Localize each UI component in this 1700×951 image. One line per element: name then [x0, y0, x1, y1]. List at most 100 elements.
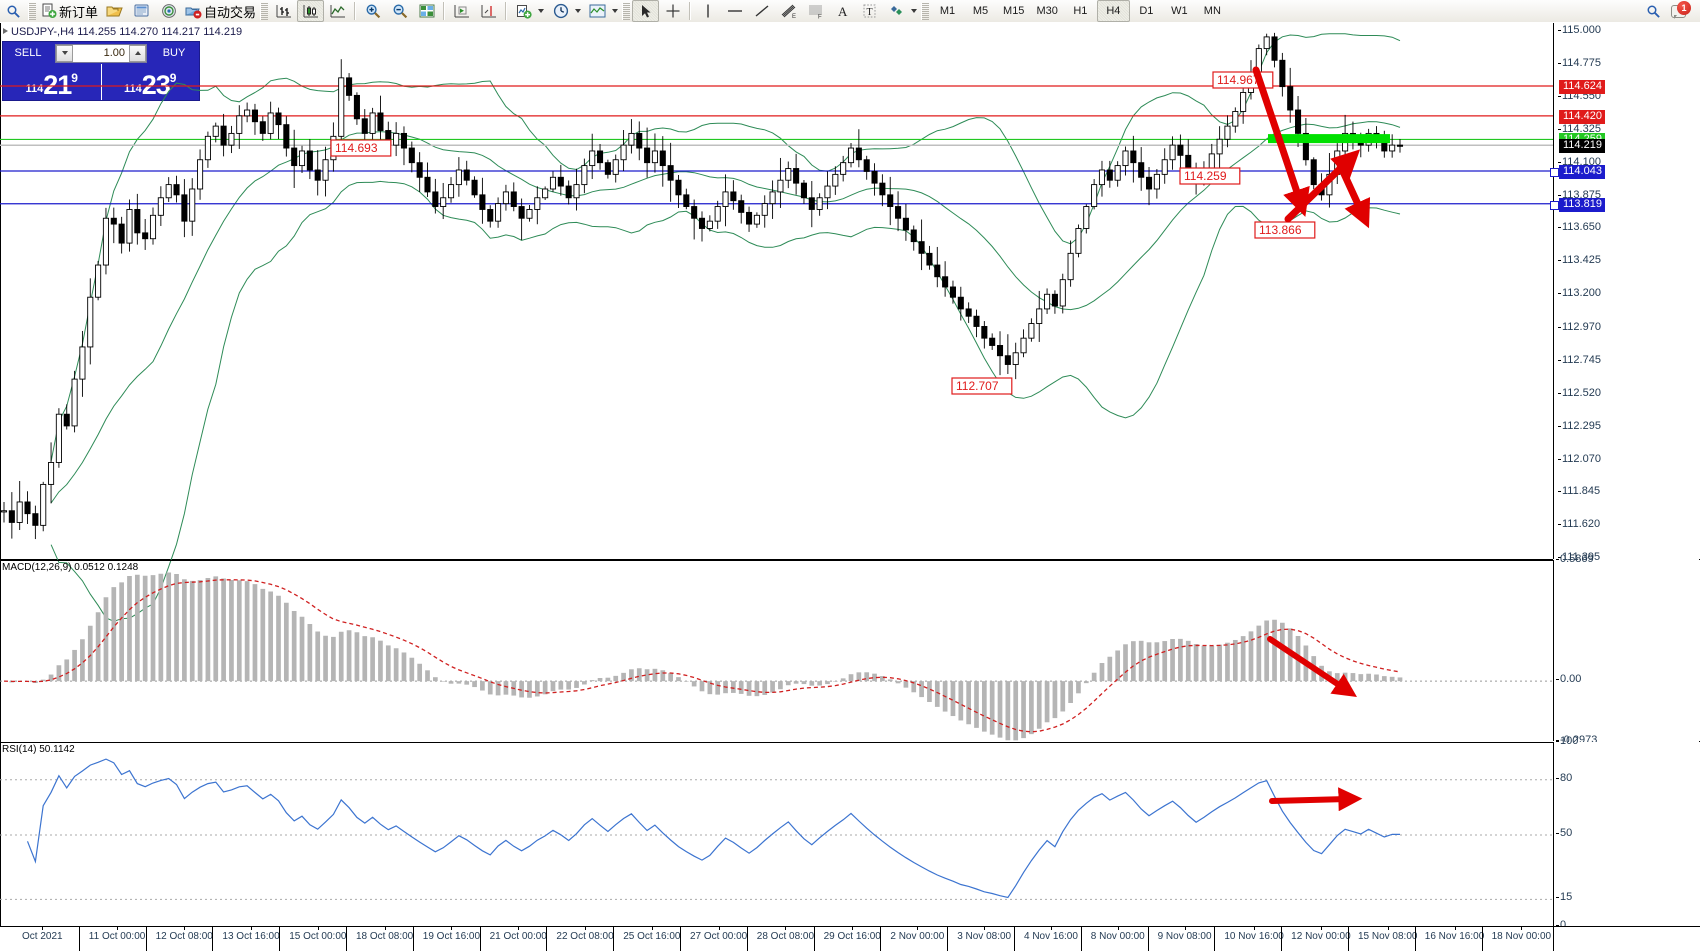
timeframe-m15[interactable]: M15 [1003, 5, 1025, 17]
period-clock-icon[interactable] [547, 0, 574, 22]
toolbar-separator-2 [443, 2, 446, 20]
navigator-icon[interactable] [155, 0, 182, 22]
chart-grid-icon[interactable] [413, 0, 440, 22]
toolbar-grip-3[interactable] [622, 2, 631, 20]
auto-scroll-icon[interactable] [448, 0, 475, 22]
time-axis-label: 13 Oct 16:00 [222, 926, 280, 942]
price-axis-tick: 114.775 [1558, 57, 1601, 69]
notification-badge: 1 [1671, 0, 1691, 21]
time-axis[interactable]: Oct 2021 11 Oct 00:00 12 Oct 08:00 13 Oct 1… [0, 926, 1700, 951]
time-axis-label: 11 Oct 00:00 [89, 926, 145, 942]
shapes-dropdown-caret[interactable] [911, 9, 918, 13]
buy-price-pips: 23 [141, 70, 171, 100]
price-axis-tick: 115.000 [1558, 24, 1601, 36]
price-axis-marker-red[interactable]: 114.624 [1559, 80, 1605, 95]
search-left-icon[interactable] [0, 0, 27, 22]
price-axis-tick: 112.970 [1558, 321, 1601, 333]
volume-value[interactable]: 1.00 [103, 47, 125, 59]
zoom-out-icon[interactable] [386, 0, 413, 22]
time-axis-label: 3 Nov 08:00 [957, 926, 1011, 942]
fibonacci-retracement-icon[interactable]: F [802, 0, 829, 22]
time-axis-divider [145, 927, 147, 951]
timeframe-d1[interactable]: D1 [1139, 5, 1154, 17]
time-axis-label: 18 Oct 08:00 [356, 926, 413, 942]
chart-shift-icon[interactable] [475, 0, 502, 22]
add-indicator-icon[interactable] [510, 0, 537, 22]
volume-decrement-button[interactable] [56, 44, 73, 62]
trendline-icon[interactable] [748, 0, 775, 22]
macd-label: MACD(12,26,9) 0.0512 0.1248 [2, 562, 139, 573]
timeframe-m1[interactable]: M1 [939, 5, 956, 17]
price-axis[interactable]: 115.000 114.775 114.550 114.325 114.100 113.8… [1550, 23, 1700, 563]
timeframe-m30[interactable]: M30 [1036, 5, 1058, 17]
time-axis-label: 10 Nov 16:00 [1224, 926, 1284, 942]
macd-axis[interactable]: 0.5869 0.00 -0.2973 [1553, 553, 1700, 746]
time-axis-divider [813, 927, 815, 951]
period-dropdown-caret[interactable] [575, 9, 582, 13]
zoom-in-icon[interactable] [359, 0, 386, 22]
bar-chart-icon[interactable] [270, 0, 297, 22]
timeframe-h4[interactable]: H4 [1096, 0, 1130, 22]
price-axis-marker-black[interactable]: 114.219 [1559, 139, 1605, 154]
svg-text:113.866: 113.866 [1259, 223, 1302, 237]
horizontal-line-icon[interactable] [721, 0, 748, 22]
macd-pane[interactable]: MACD(12,26,9) 0.0512 0.1248 [0, 560, 1553, 743]
time-axis-label: 15 Oct 00:00 [289, 926, 346, 942]
terminal-icon[interactable] [128, 0, 155, 22]
chart-title: USDJPY-,H4 114.255 114.270 114.217 114.2… [3, 26, 242, 38]
line-chart-icon[interactable] [324, 0, 351, 22]
rsi-axis[interactable]: 100 80 50 15 0 [1553, 735, 1700, 931]
oc-top-row: SELL 1.00 BUY [3, 42, 199, 64]
chart-window: USDJPY-,H4 114.255 114.270 114.217 114.2… [0, 22, 1700, 951]
candlestick-chart-icon[interactable] [297, 0, 325, 22]
price-pane[interactable]: 114.967 114.693 114.259 113.866 112.707 [0, 23, 1553, 622]
timeframe-h1[interactable]: H1 [1073, 5, 1088, 17]
vertical-line-icon[interactable] [694, 0, 721, 22]
time-axis-label: 28 Oct 08:00 [757, 926, 814, 942]
buy-button[interactable]: BUY [162, 47, 186, 59]
toolbar-grip-2[interactable] [260, 2, 269, 20]
shapes-icon[interactable] [883, 0, 910, 22]
price-axis-marker-blue[interactable]: 113.819 [1559, 197, 1605, 212]
toolbar-grip[interactable] [28, 2, 36, 20]
search-icon[interactable] [1640, 0, 1667, 22]
new-order-label: 新订单 [59, 5, 99, 21]
price-axis-marker-blue[interactable]: 114.043 [1559, 165, 1605, 179]
time-axis-label: 9 Nov 08:00 [1158, 926, 1212, 942]
time-axis-label: 27 Oct 00:00 [690, 926, 747, 942]
price-axis-marker-red[interactable]: 114.420 [1559, 109, 1605, 124]
main-toolbar: 新订单 自动交易 [0, 0, 1700, 23]
time-axis-divider [1414, 927, 1416, 951]
rsi-pane[interactable]: RSI(14) 50.1142 [0, 742, 1553, 928]
timeframe-w1[interactable]: W1 [1171, 5, 1188, 17]
volume-increment-button[interactable] [129, 44, 146, 62]
timeframe-m5[interactable]: M5 [972, 5, 989, 17]
price-axis-tick: 113.200 [1558, 287, 1601, 299]
time-axis-label: 15 Nov 08:00 [1358, 926, 1417, 942]
time-axis-divider [479, 927, 481, 951]
price-level-handle[interactable] [1550, 200, 1559, 210]
macd-plot [0, 572, 1553, 741]
timeframe-mn[interactable]: MN [1203, 5, 1221, 17]
crosshair-icon[interactable] [659, 0, 686, 22]
text-label-icon[interactable]: T [856, 0, 883, 22]
new-order-button[interactable]: 新订单 [38, 0, 101, 22]
notifications-icon[interactable]: 1 [1667, 0, 1694, 22]
volume-stepper[interactable]: 1.00 [55, 43, 147, 63]
sell-button[interactable]: SELL [14, 47, 42, 59]
time-axis-label: 8 Nov 00:00 [1091, 926, 1145, 942]
text-icon[interactable]: A [829, 0, 856, 22]
equidistant-channel-icon[interactable]: E [775, 0, 802, 22]
templates-icon[interactable] [584, 0, 611, 22]
autotrading-button[interactable]: 自动交易 [182, 0, 259, 22]
rsi-plot [0, 758, 1553, 900]
price-level-handle[interactable] [1550, 168, 1559, 177]
cursor-icon[interactable] [632, 0, 660, 22]
open-folder-icon[interactable] [101, 0, 128, 22]
svg-text:E: E [792, 14, 796, 19]
indicator-axis-tick: 50 [1556, 827, 1572, 839]
indicator-dropdown-caret[interactable] [538, 9, 545, 13]
toolbar-grip-4[interactable] [921, 2, 930, 20]
time-axis-divider [345, 927, 347, 951]
templates-dropdown-caret[interactable] [612, 9, 619, 13]
